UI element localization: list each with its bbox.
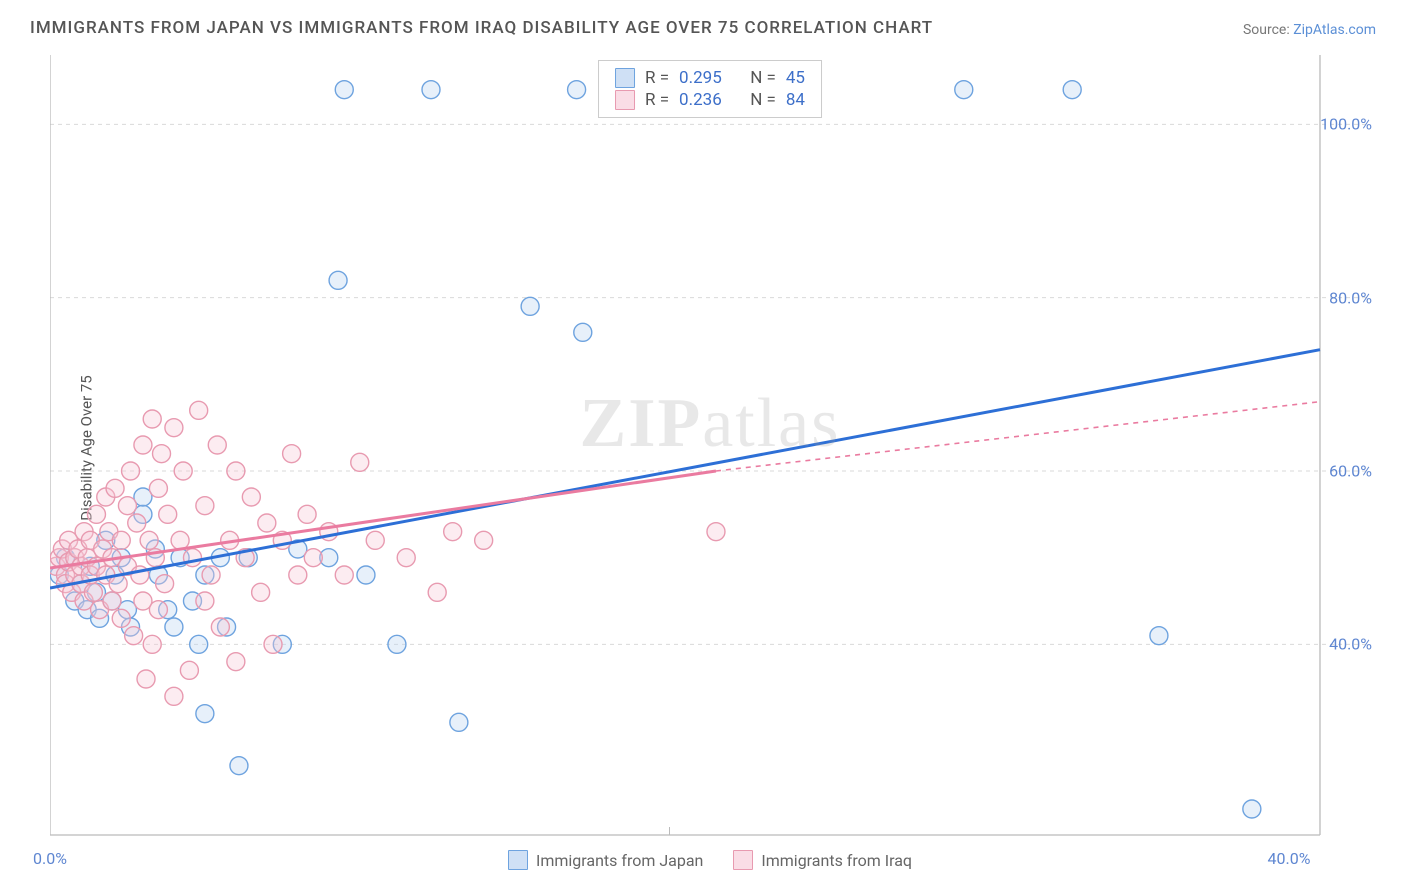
source-label: Source:	[1243, 22, 1290, 38]
legend-swatch	[615, 90, 635, 110]
y-tick-label: 40.0%	[1329, 635, 1372, 654]
x-tick-label: 0.0%	[33, 849, 67, 868]
series-legend: Immigrants from Japan Immigrants from Ira…	[50, 850, 1370, 870]
x-tick-label: 40.0%	[1268, 849, 1311, 868]
y-tick-label: 100.0%	[1320, 115, 1372, 134]
source: Source: ZipAtlas.com	[1243, 22, 1376, 38]
chart-title: IMMIGRANTS FROM JAPAN VS IMMIGRANTS FROM…	[30, 18, 933, 38]
y-tick-label: 60.0%	[1329, 462, 1372, 481]
stat-row: R = 0.295 N = 45	[615, 67, 805, 89]
y-tick-label: 80.0%	[1329, 288, 1372, 307]
stat-row: R = 0.236 N = 84	[615, 89, 805, 111]
chart-area: Disability Age Over 75 ZIPatlas R = 0.29…	[50, 55, 1370, 840]
legend-swatch	[508, 850, 528, 870]
legend-swatch	[733, 850, 753, 870]
stat-legend: R = 0.295 N = 45 R = 0.236 N = 84	[598, 60, 822, 118]
legend-swatch	[615, 68, 635, 88]
legend-label: Immigrants from Iraq	[761, 851, 912, 870]
legend-item: Immigrants from Iraq	[733, 850, 912, 870]
legend-item: Immigrants from Japan	[508, 850, 703, 870]
source-link[interactable]: ZipAtlas.com	[1293, 22, 1376, 38]
legend-label: Immigrants from Japan	[536, 851, 703, 870]
scatter-plot	[50, 55, 1370, 840]
